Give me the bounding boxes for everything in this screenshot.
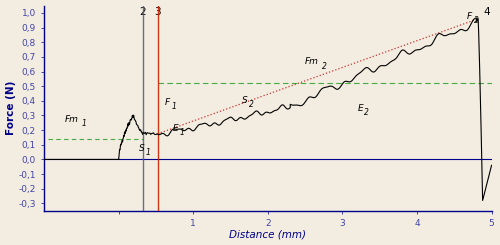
Text: 2: 2	[322, 61, 326, 71]
Text: S: S	[139, 144, 144, 153]
Text: F: F	[467, 12, 472, 21]
Y-axis label: Force (N): Force (N)	[6, 81, 16, 135]
Text: 2: 2	[248, 100, 254, 109]
Text: 4: 4	[484, 7, 490, 17]
Text: 2: 2	[364, 108, 369, 117]
Text: S: S	[242, 96, 248, 105]
Text: 1: 1	[172, 102, 176, 111]
Text: F: F	[165, 98, 170, 107]
Text: Fm: Fm	[305, 58, 319, 66]
Text: 2: 2	[140, 7, 146, 17]
Text: E: E	[172, 124, 178, 133]
Text: 1: 1	[82, 119, 86, 128]
Text: 1: 1	[179, 128, 184, 137]
Text: 1: 1	[145, 147, 150, 157]
X-axis label: Distance (mm): Distance (mm)	[230, 230, 306, 239]
Text: 2: 2	[474, 16, 478, 25]
Text: Fm: Fm	[65, 115, 79, 124]
Text: 3: 3	[154, 7, 161, 17]
Text: E: E	[358, 104, 363, 113]
